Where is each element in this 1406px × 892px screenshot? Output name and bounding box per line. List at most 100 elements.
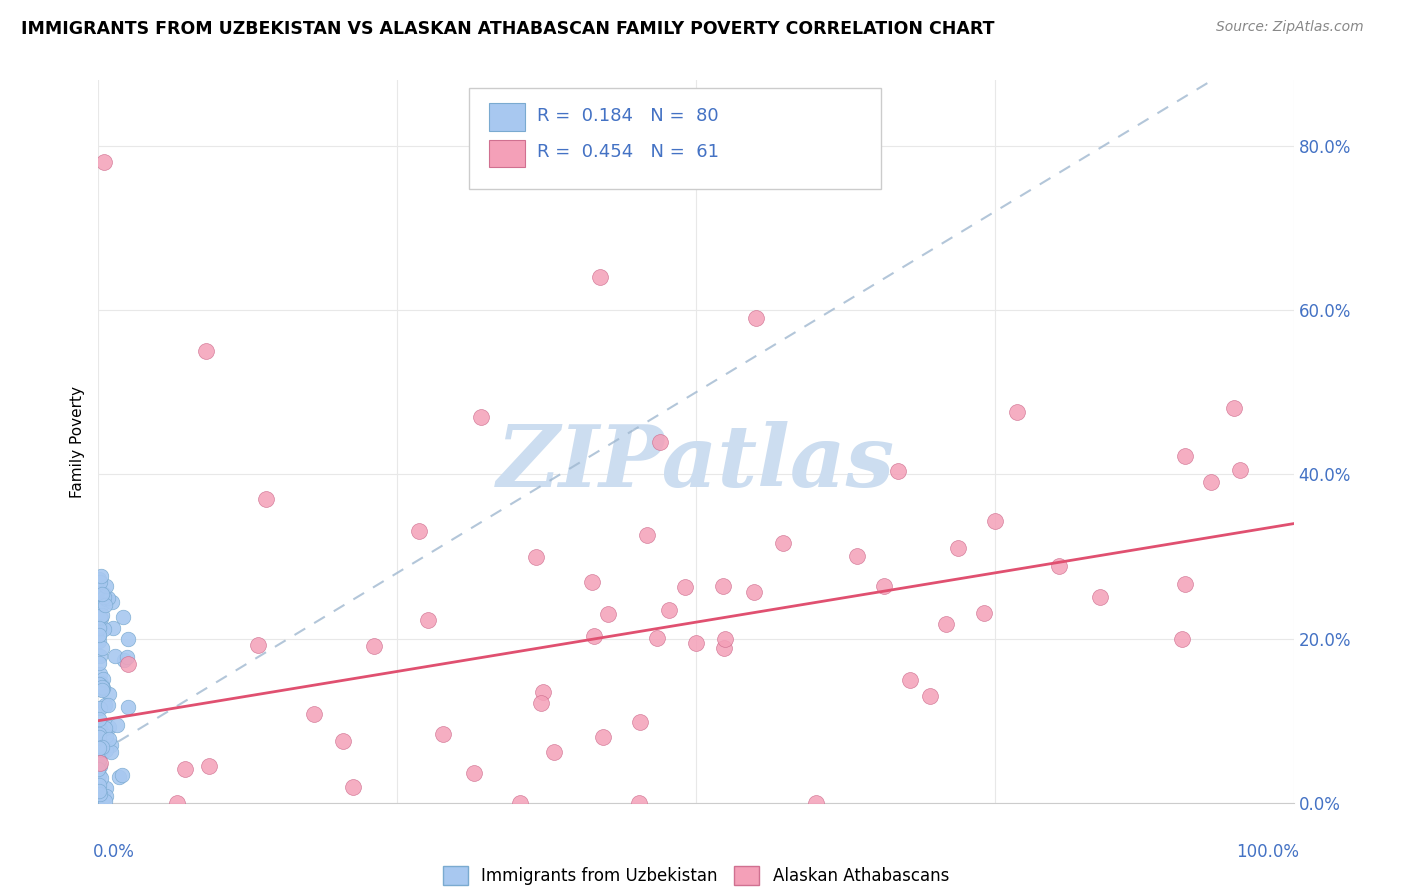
Point <box>533 685 555 699</box>
Point <box>87 723 110 737</box>
Point <box>94 579 117 593</box>
Point <box>1174 576 1197 591</box>
Point <box>873 579 896 593</box>
Point <box>408 524 430 538</box>
Point <box>342 780 364 795</box>
Point <box>89 678 111 692</box>
Point <box>195 344 218 359</box>
Point <box>117 657 139 672</box>
Point <box>112 610 135 624</box>
Point <box>93 598 115 612</box>
Point <box>89 741 111 756</box>
Point <box>658 603 681 617</box>
Point <box>89 618 111 632</box>
Point <box>592 731 614 745</box>
Point <box>89 682 111 697</box>
Point <box>91 679 114 693</box>
Point <box>845 549 868 564</box>
Text: Source: ZipAtlas.com: Source: ZipAtlas.com <box>1216 20 1364 34</box>
Point <box>1005 405 1028 419</box>
Point <box>105 718 128 732</box>
Point <box>87 778 110 792</box>
Point <box>589 270 612 285</box>
Point <box>89 756 111 770</box>
Point <box>647 631 669 645</box>
Point <box>115 650 138 665</box>
Text: 100.0%: 100.0% <box>1236 843 1299 861</box>
Point <box>89 787 111 801</box>
Point <box>583 629 606 643</box>
Point <box>90 569 112 583</box>
Text: R =  0.184   N =  80: R = 0.184 N = 80 <box>537 107 718 125</box>
FancyBboxPatch shape <box>489 103 524 131</box>
Text: 0.0%: 0.0% <box>93 843 135 861</box>
Point <box>91 789 114 804</box>
Point <box>509 796 531 810</box>
Point <box>94 743 117 757</box>
Point <box>166 796 188 810</box>
Point <box>91 672 114 686</box>
Point <box>87 628 110 642</box>
Point <box>112 652 135 666</box>
Text: IMMIGRANTS FROM UZBEKISTAN VS ALASKAN ATHABASCAN FAMILY POVERTY CORRELATION CHAR: IMMIGRANTS FROM UZBEKISTAN VS ALASKAN AT… <box>21 20 994 37</box>
Point <box>596 607 619 621</box>
Point <box>648 434 672 449</box>
Point <box>742 584 765 599</box>
Point <box>804 796 827 810</box>
FancyBboxPatch shape <box>489 139 524 167</box>
Point <box>89 666 111 681</box>
Point <box>90 607 112 622</box>
Point <box>87 621 110 635</box>
Point <box>90 740 112 755</box>
Point <box>89 731 111 745</box>
Point <box>246 638 269 652</box>
Point <box>89 721 111 735</box>
Point <box>302 706 325 721</box>
Point <box>1229 463 1251 477</box>
Point <box>96 698 118 712</box>
Point <box>363 640 385 654</box>
Point <box>98 720 121 734</box>
Point <box>713 641 735 656</box>
FancyBboxPatch shape <box>470 87 882 189</box>
Point <box>97 687 120 701</box>
Point <box>898 673 921 687</box>
Point <box>87 712 110 726</box>
Point <box>197 759 219 773</box>
Point <box>946 541 969 555</box>
Point <box>89 753 111 767</box>
Point <box>104 649 127 664</box>
Point <box>96 729 118 743</box>
Point <box>96 789 118 803</box>
Point <box>87 763 110 777</box>
Point <box>714 632 737 646</box>
Point <box>1223 401 1246 415</box>
Point <box>87 656 110 670</box>
Point <box>173 762 195 776</box>
Point <box>628 715 651 730</box>
Point <box>87 628 110 642</box>
Point <box>87 740 110 755</box>
Point <box>91 681 114 696</box>
Point <box>87 784 110 798</box>
Point <box>87 768 110 782</box>
Point <box>772 535 794 549</box>
Text: R =  0.454   N =  61: R = 0.454 N = 61 <box>537 143 718 161</box>
Point <box>254 491 277 506</box>
Point <box>101 595 124 609</box>
Y-axis label: Family Poverty: Family Poverty <box>70 385 86 498</box>
Point <box>935 617 957 632</box>
Point <box>636 528 658 542</box>
Point <box>90 743 112 757</box>
Point <box>117 699 139 714</box>
Point <box>685 636 707 650</box>
Point <box>111 768 134 782</box>
Point <box>432 727 454 741</box>
Point <box>91 641 114 656</box>
Point <box>91 680 114 694</box>
Point <box>117 632 139 646</box>
Point <box>332 734 354 748</box>
Point <box>463 765 485 780</box>
Point <box>673 580 696 594</box>
Point <box>89 758 111 772</box>
